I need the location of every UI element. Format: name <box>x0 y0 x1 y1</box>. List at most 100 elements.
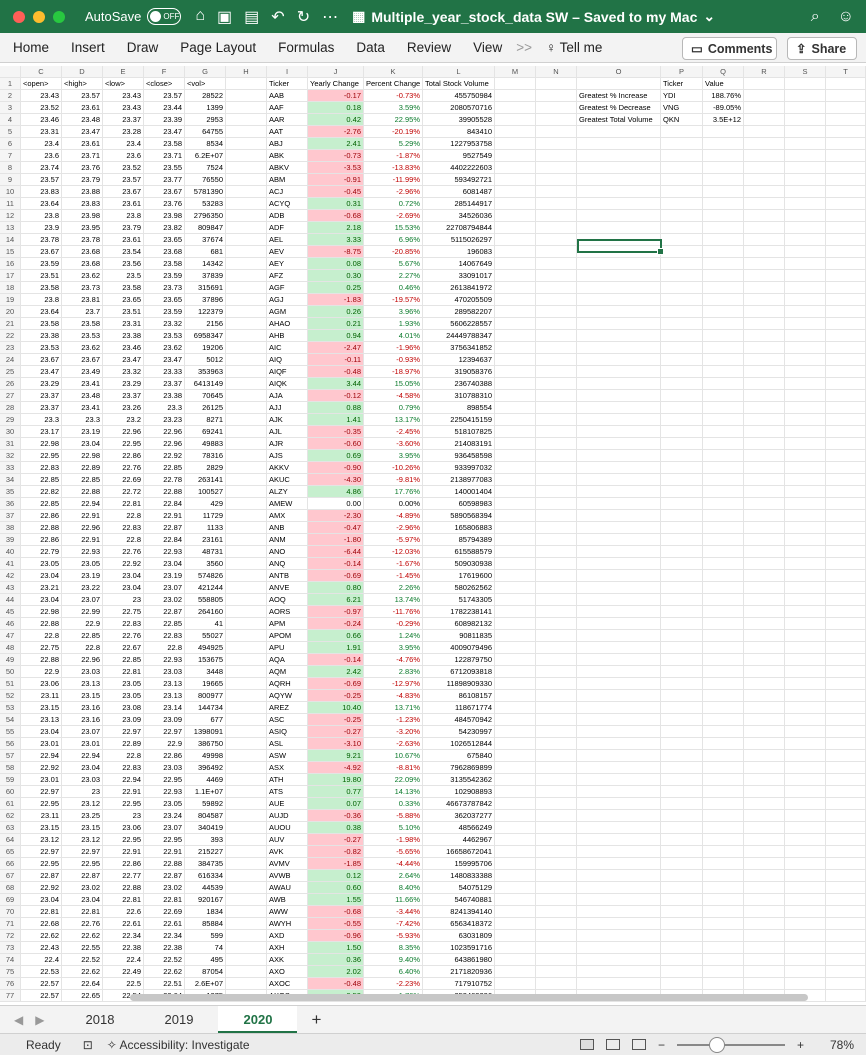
cell[interactable] <box>661 450 703 462</box>
data-cell[interactable]: 23.68 <box>62 258 103 270</box>
total-volume-cell[interactable]: 843410 <box>423 126 495 138</box>
cell[interactable] <box>536 546 577 558</box>
data-cell[interactable]: 22.34 <box>103 930 144 942</box>
cell[interactable] <box>661 726 703 738</box>
data-cell[interactable]: 22.92 <box>144 450 185 462</box>
cell[interactable] <box>785 918 826 930</box>
total-volume-cell[interactable]: 118671774 <box>423 702 495 714</box>
cell[interactable] <box>785 606 826 618</box>
cell[interactable] <box>826 702 866 714</box>
cell[interactable] <box>703 438 744 450</box>
yearly-change-cell[interactable]: -2.76 <box>308 126 364 138</box>
ticker-cell[interactable]: AFZ <box>267 270 308 282</box>
header-cell[interactable]: Yearly Change <box>308 78 364 90</box>
cell[interactable] <box>744 942 785 954</box>
yearly-change-cell[interactable]: 3.33 <box>308 234 364 246</box>
data-cell[interactable]: 23.95 <box>62 222 103 234</box>
data-cell[interactable]: 23.12 <box>62 798 103 810</box>
row-header[interactable]: 14 <box>0 234 21 246</box>
cell[interactable] <box>785 942 826 954</box>
cell[interactable] <box>226 966 267 978</box>
cell[interactable] <box>495 402 536 414</box>
data-cell[interactable]: 23.13 <box>62 678 103 690</box>
percent-change-cell[interactable]: 3.59% <box>364 102 423 114</box>
row-header[interactable]: 60 <box>0 786 21 798</box>
total-volume-cell[interactable]: 46673787842 <box>423 798 495 810</box>
cell[interactable] <box>495 210 536 222</box>
data-cell[interactable]: 23.57 <box>21 174 62 186</box>
yearly-change-cell[interactable]: -0.55 <box>308 918 364 930</box>
data-cell[interactable]: 22.85 <box>62 630 103 642</box>
data-cell[interactable]: 23.08 <box>103 702 144 714</box>
cell[interactable] <box>703 198 744 210</box>
cell[interactable] <box>577 870 661 882</box>
summary-label-cell[interactable]: Greatest % Increase <box>577 90 661 102</box>
cell[interactable] <box>577 822 661 834</box>
data-cell[interactable]: 22.49 <box>103 966 144 978</box>
cell[interactable] <box>536 834 577 846</box>
row-header[interactable]: 51 <box>0 678 21 690</box>
yearly-change-cell[interactable]: -8.75 <box>308 246 364 258</box>
cell[interactable] <box>703 126 744 138</box>
yearly-change-cell[interactable]: 0.07 <box>308 798 364 810</box>
row-header[interactable]: 71 <box>0 918 21 930</box>
cell[interactable] <box>536 258 577 270</box>
cell[interactable] <box>744 822 785 834</box>
cell[interactable] <box>495 90 536 102</box>
row-header[interactable]: 75 <box>0 966 21 978</box>
cell[interactable] <box>703 546 744 558</box>
header-cell[interactable]: <open> <box>21 78 62 90</box>
cell[interactable] <box>226 246 267 258</box>
cell[interactable] <box>744 378 785 390</box>
cell[interactable] <box>785 462 826 474</box>
header-cell[interactable]: <close> <box>144 78 185 90</box>
cell[interactable] <box>661 306 703 318</box>
cell[interactable] <box>661 330 703 342</box>
cell[interactable] <box>826 594 866 606</box>
cell[interactable] <box>536 126 577 138</box>
cell[interactable] <box>826 918 866 930</box>
yearly-change-cell[interactable]: -0.25 <box>308 690 364 702</box>
column-header[interactable]: C <box>21 66 62 78</box>
cell[interactable] <box>744 690 785 702</box>
data-cell[interactable]: 22.81 <box>21 906 62 918</box>
cell[interactable] <box>703 594 744 606</box>
cell[interactable] <box>826 450 866 462</box>
cell[interactable] <box>785 954 826 966</box>
cell[interactable] <box>577 678 661 690</box>
total-volume-cell[interactable]: 285144917 <box>423 198 495 210</box>
cell[interactable] <box>536 330 577 342</box>
percent-change-cell[interactable]: -2.69% <box>364 210 423 222</box>
cell[interactable] <box>226 630 267 642</box>
data-cell[interactable]: 22.62 <box>62 930 103 942</box>
cell[interactable] <box>661 762 703 774</box>
cell[interactable] <box>744 918 785 930</box>
cell[interactable] <box>536 882 577 894</box>
data-cell[interactable]: 22.96 <box>144 438 185 450</box>
cell[interactable] <box>577 186 661 198</box>
data-cell[interactable]: 22.57 <box>21 990 62 1002</box>
cell[interactable] <box>226 198 267 210</box>
cell[interactable] <box>703 966 744 978</box>
cell[interactable] <box>826 174 866 186</box>
total-volume-cell[interactable]: 17619600 <box>423 570 495 582</box>
cell[interactable] <box>536 738 577 750</box>
data-cell[interactable]: 677 <box>185 714 226 726</box>
row-header[interactable]: 29 <box>0 414 21 426</box>
data-cell[interactable]: 22.69 <box>103 474 144 486</box>
cell[interactable] <box>226 414 267 426</box>
row-header[interactable]: 50 <box>0 666 21 678</box>
cell[interactable] <box>826 690 866 702</box>
cell[interactable] <box>661 834 703 846</box>
cell[interactable] <box>826 570 866 582</box>
cell[interactable] <box>577 522 661 534</box>
cell[interactable] <box>536 846 577 858</box>
total-volume-cell[interactable]: 90811835 <box>423 630 495 642</box>
row-header[interactable]: 30 <box>0 426 21 438</box>
cell[interactable] <box>744 390 785 402</box>
cell[interactable] <box>495 558 536 570</box>
cell[interactable] <box>577 762 661 774</box>
data-cell[interactable]: 421244 <box>185 582 226 594</box>
cell[interactable] <box>536 138 577 150</box>
data-cell[interactable]: 23.57 <box>144 90 185 102</box>
